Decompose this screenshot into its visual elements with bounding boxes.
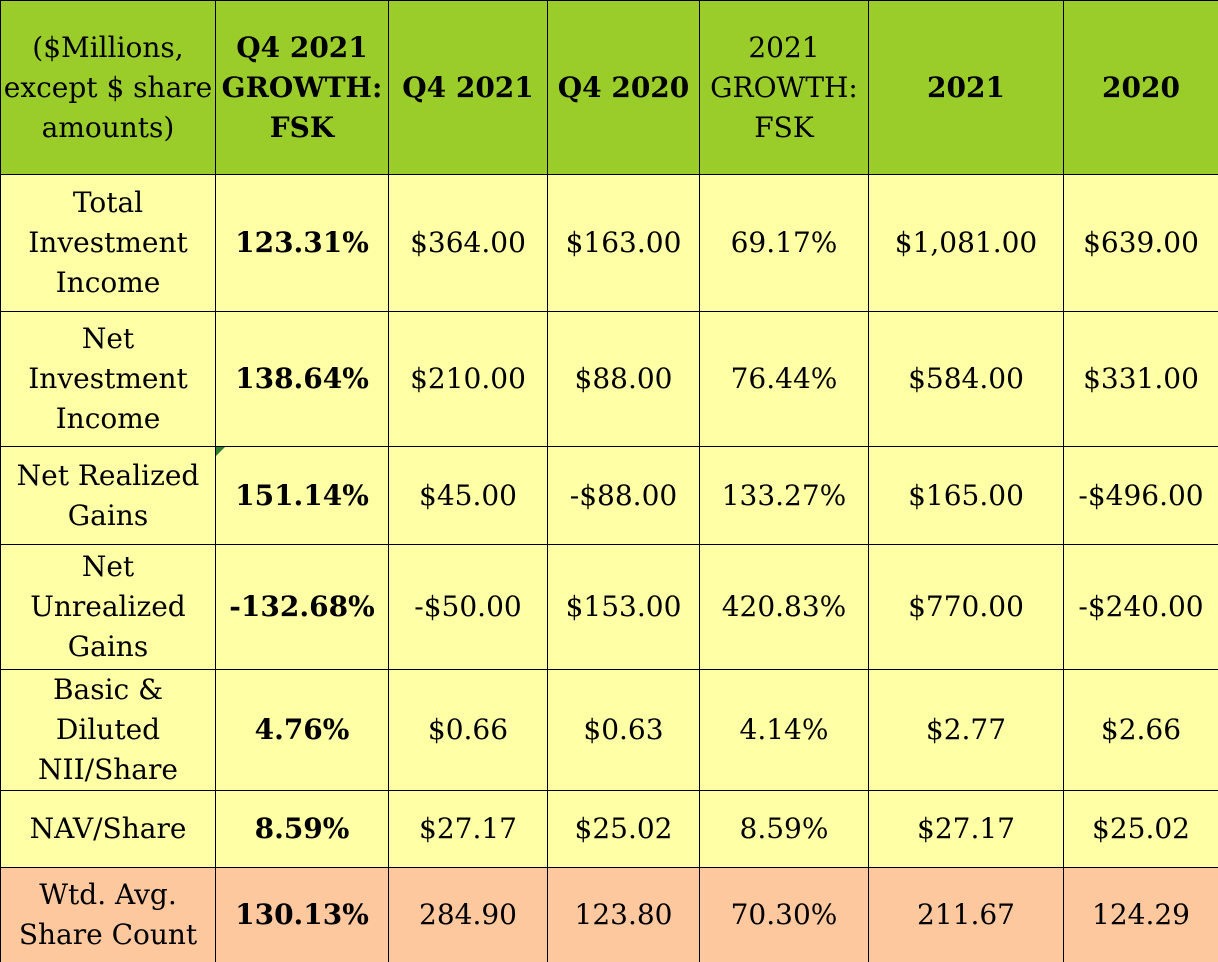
cell-2020: 124.29 xyxy=(1064,868,1218,962)
cell-2020: $331.00 xyxy=(1064,312,1218,447)
row-label: Wtd. Avg. Share Count xyxy=(1,868,216,962)
cell-2021: $770.00 xyxy=(869,545,1064,670)
table-row: Net Investment Income 138.64% $210.00 $8… xyxy=(1,312,1218,447)
cell-q4-2021: $364.00 xyxy=(389,175,548,312)
header-units: ($Millions, except $ share amounts) xyxy=(1,1,216,175)
header-q4-2021: Q4 2021 xyxy=(389,1,548,175)
row-label: Total Investment Income xyxy=(1,175,216,312)
cell-q4-2020: -$88.00 xyxy=(548,447,700,545)
header-q4-2020: Q4 2020 xyxy=(548,1,700,175)
cell-q4-growth: 151.14% xyxy=(216,447,389,545)
cell-2020: -$240.00 xyxy=(1064,545,1218,670)
cell-2021-growth: 4.14% xyxy=(700,670,869,791)
cell-2021-growth: 76.44% xyxy=(700,312,869,447)
header-2021-growth: 2021 GROWTH: FSK xyxy=(700,1,869,175)
cell-q4-2020: $0.63 xyxy=(548,670,700,791)
cell-2020: -$496.00 xyxy=(1064,447,1218,545)
header-q4-growth: Q4 2021 GROWTH: FSK xyxy=(216,1,389,175)
cell-q4-growth: 123.31% xyxy=(216,175,389,312)
cell-q4-2021: -$50.00 xyxy=(389,545,548,670)
cell-2021-growth: 133.27% xyxy=(700,447,869,545)
cell-q4-2020: $153.00 xyxy=(548,545,700,670)
cell-q4-growth: -132.68% xyxy=(216,545,389,670)
cell-q4-2021: $45.00 xyxy=(389,447,548,545)
cell-q4-growth: 4.76% xyxy=(216,670,389,791)
cell-q4-2021: $0.66 xyxy=(389,670,548,791)
cell-q4-2021: $27.17 xyxy=(389,791,548,868)
row-label: Basic & Diluted NII/Share xyxy=(1,670,216,791)
comment-marker-icon xyxy=(216,447,225,456)
header-row: ($Millions, except $ share amounts) Q4 2… xyxy=(1,1,1218,175)
table-row: Net Realized Gains 151.14% $45.00 -$88.0… xyxy=(1,447,1218,545)
header-2021: 2021 xyxy=(869,1,1064,175)
cell-2021: 211.67 xyxy=(869,868,1064,962)
cell-2021: $1,081.00 xyxy=(869,175,1064,312)
table-row: NAV/Share 8.59% $27.17 $25.02 8.59% $27.… xyxy=(1,791,1218,868)
cell-q4-2020: $163.00 xyxy=(548,175,700,312)
cell-q4-2020: 123.80 xyxy=(548,868,700,962)
table-row: Wtd. Avg. Share Count 130.13% 284.90 123… xyxy=(1,868,1218,962)
table-row: Total Investment Income 123.31% $364.00 … xyxy=(1,175,1218,312)
cell-2021: $584.00 xyxy=(869,312,1064,447)
cell-q4-growth: 8.59% xyxy=(216,791,389,868)
cell-2021: $165.00 xyxy=(869,447,1064,545)
cell-2021-growth: 420.83% xyxy=(700,545,869,670)
table-row: Net Unrealized Gains -132.68% -$50.00 $1… xyxy=(1,545,1218,670)
row-label: Net Unrealized Gains xyxy=(1,545,216,670)
cell-q4-2020: $25.02 xyxy=(548,791,700,868)
cell-2021-growth: 70.30% xyxy=(700,868,869,962)
row-label: NAV/Share xyxy=(1,791,216,868)
row-label: Net Investment Income xyxy=(1,312,216,447)
cell-2021: $2.77 xyxy=(869,670,1064,791)
cell-value: 151.14% xyxy=(235,479,369,512)
cell-2020: $25.02 xyxy=(1064,791,1218,868)
cell-2021-growth: 8.59% xyxy=(700,791,869,868)
row-label: Net Realized Gains xyxy=(1,447,216,545)
cell-q4-2021: $210.00 xyxy=(389,312,548,447)
table-row: Basic & Diluted NII/Share 4.76% $0.66 $0… xyxy=(1,670,1218,791)
cell-q4-2021: 284.90 xyxy=(389,868,548,962)
cell-q4-2020: $88.00 xyxy=(548,312,700,447)
cell-q4-growth: 138.64% xyxy=(216,312,389,447)
header-2020: 2020 xyxy=(1064,1,1218,175)
cell-2020: $2.66 xyxy=(1064,670,1218,791)
cell-2021: $27.17 xyxy=(869,791,1064,868)
cell-2021-growth: 69.17% xyxy=(700,175,869,312)
cell-2020: $639.00 xyxy=(1064,175,1218,312)
cell-q4-growth: 130.13% xyxy=(216,868,389,962)
